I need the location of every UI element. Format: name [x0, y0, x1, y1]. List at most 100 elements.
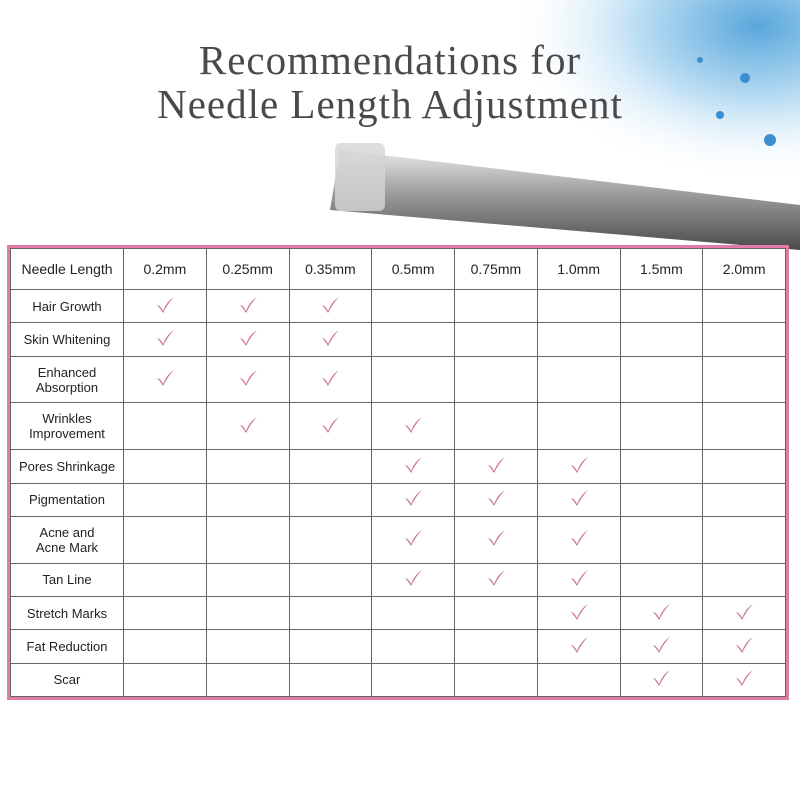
table-row: Stretch Marks: [10, 596, 786, 631]
cell: [702, 482, 786, 517]
cell: [371, 629, 455, 664]
cell: [702, 629, 786, 664]
cell: [123, 662, 207, 698]
row-label-line: Pigmentation: [29, 492, 105, 508]
check-mark: [653, 603, 671, 620]
row-label: Pigmentation: [10, 482, 124, 517]
cell: [288, 629, 373, 664]
title-line: Recommendations for: [198, 37, 582, 83]
cell: [619, 322, 704, 357]
cell: [619, 515, 704, 564]
cell: [454, 662, 538, 698]
row-label-line: Fat Reduction: [26, 639, 108, 654]
check-mark: [570, 637, 588, 653]
table-row: Scar: [10, 662, 786, 698]
check-mark: [487, 490, 505, 507]
cell: [205, 288, 290, 324]
check-mark: [570, 570, 588, 587]
row-label: Enhanced Absorption: [10, 355, 124, 404]
check-mark: [322, 370, 340, 386]
cell: [371, 355, 455, 404]
cell: [619, 402, 704, 451]
cell: [454, 562, 538, 598]
check-mark: [487, 530, 505, 547]
row-label: Wrinkles Improvement: [10, 402, 124, 451]
cell: [371, 322, 455, 357]
column-header: 0.35mm: [288, 248, 373, 290]
cell: [123, 355, 207, 404]
cell: [205, 562, 290, 598]
cell: [536, 662, 621, 698]
check-mark: [736, 637, 754, 653]
row-label: Stretch Marks: [10, 596, 124, 631]
cell: [123, 449, 207, 484]
cell: [123, 596, 207, 631]
cell: [371, 562, 455, 598]
table-frame: Needle Length 0.2mm 0.25mm 0.35mm 0.5mm 0.75m…: [7, 245, 789, 700]
cell: [205, 322, 290, 357]
table-row: Tan Line: [10, 562, 786, 598]
column-header: 0.5mm: [371, 248, 455, 290]
cell: [288, 482, 373, 517]
table: Needle Length 0.2mm 0.25mm 0.35mm 0.5mm 0.75m…: [10, 248, 786, 698]
row-label: Scar: [10, 662, 124, 698]
row-label-line: Stretch Marks: [26, 605, 108, 621]
check-mark: [239, 416, 257, 433]
cell: [288, 322, 373, 357]
row-label-line: Pores Shrinkage: [18, 458, 116, 474]
check-mark: [653, 637, 671, 653]
row-label: Acne and Acne Mark: [10, 515, 124, 564]
cell: [454, 355, 538, 404]
table-row: Hair Growth: [10, 288, 786, 324]
cell: [536, 562, 621, 598]
cell: [205, 355, 290, 404]
check-mark: [239, 329, 257, 346]
check-mark: [239, 370, 257, 386]
row-label-line: Tan Line: [42, 572, 92, 588]
row-label-line: Acne and: [39, 524, 95, 540]
cell: [123, 562, 207, 598]
cell: [702, 596, 786, 631]
cell: [702, 355, 786, 404]
table-row: Pigmentation: [10, 482, 786, 517]
cell: [619, 562, 704, 598]
title-line: Needle Length Adjustment: [157, 81, 623, 127]
check-mark: [156, 370, 174, 386]
cell: [702, 662, 786, 698]
cell: [205, 515, 290, 564]
cell: [702, 562, 786, 598]
cell: [288, 515, 373, 564]
table-row: Acne and Acne Mark: [10, 515, 786, 564]
cell: [454, 482, 538, 517]
cell: [619, 355, 704, 404]
cell: [123, 629, 207, 664]
cell: [205, 596, 290, 631]
cell: [619, 288, 704, 324]
cell: [123, 402, 207, 451]
check-mark: [570, 456, 588, 473]
check-mark: [322, 329, 340, 346]
check-mark: [570, 530, 588, 547]
cell: [619, 662, 704, 698]
check-mark: [322, 416, 340, 433]
cell: [288, 449, 373, 484]
cell: [205, 662, 290, 698]
row-label-line: Improvement: [29, 426, 105, 442]
check-mark: [570, 603, 588, 620]
column-header: 0.25mm: [205, 248, 290, 290]
column-header: 0.75mm: [454, 248, 538, 290]
cell: [123, 482, 207, 517]
cell: [536, 482, 621, 517]
cell: [123, 515, 207, 564]
cell: [371, 482, 455, 517]
background-art: [330, 0, 800, 260]
check-mark: [405, 530, 423, 547]
cell: [454, 629, 538, 664]
cell: [371, 449, 455, 484]
cell: [619, 482, 704, 517]
cell: [702, 402, 786, 451]
check-mark: [653, 670, 671, 687]
row-label: Fat Reduction: [10, 629, 124, 664]
row-label-line: Scar: [53, 672, 81, 688]
check-mark: [156, 296, 174, 313]
